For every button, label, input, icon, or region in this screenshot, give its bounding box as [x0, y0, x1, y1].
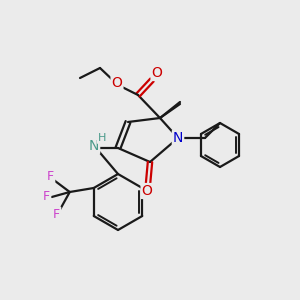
Text: O: O [142, 184, 152, 198]
Text: O: O [112, 76, 122, 90]
Text: N: N [173, 131, 183, 145]
Text: F: F [47, 170, 54, 184]
Text: O: O [152, 66, 162, 80]
Text: F: F [43, 190, 50, 203]
Text: H: H [98, 133, 106, 143]
Text: F: F [53, 208, 60, 220]
Text: N: N [89, 139, 99, 153]
